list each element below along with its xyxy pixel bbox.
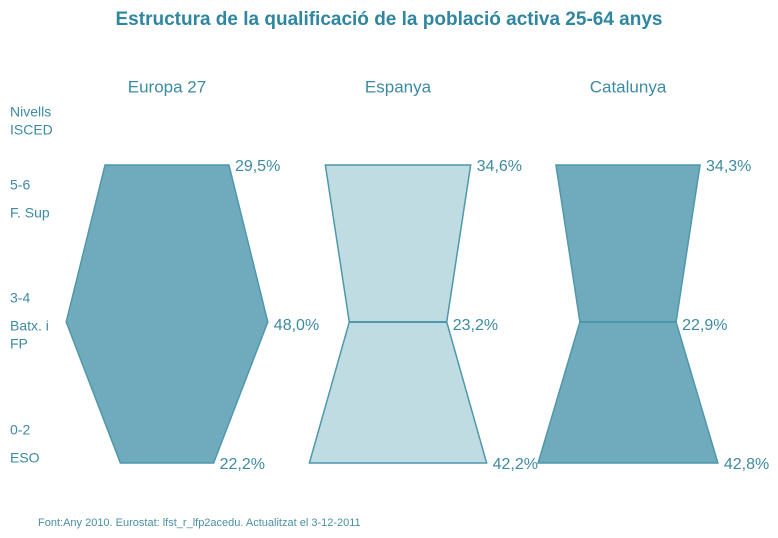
series-name: Europa 27 [128,77,206,96]
value-label: 42,8% [724,456,769,473]
level-name: ESO [10,450,40,466]
value-label: 42,2% [493,456,538,473]
level-code: 0-2 [10,422,30,438]
level-name: F. Sup [10,205,50,221]
level-name: Batx. i [10,318,49,334]
value-label: 22,9% [682,317,727,334]
value-label: 23,2% [453,317,498,334]
profile-shape [537,164,719,464]
axis-title: Nivells [10,104,51,120]
value-label: 22,2% [220,456,265,473]
value-label: 34,3% [706,158,751,175]
level-code: 5-6 [10,177,30,193]
source-note: Font:Any 2010. Eurostat: lfst_r_lfp2aced… [38,517,361,529]
series-name: Catalunya [590,77,667,96]
value-label: 29,5% [235,158,280,175]
value-label: 48,0% [274,317,319,334]
axis-title: ISCED [10,122,53,138]
series-name: Espanya [365,77,432,96]
level-code: 3-4 [10,290,30,306]
chart-title: Estructura de la qualificació de la pobl… [116,9,663,30]
value-label: 34,6% [477,158,522,175]
profile-shape [65,164,269,464]
level-name: FP [10,336,28,352]
profile-shape [308,164,488,464]
